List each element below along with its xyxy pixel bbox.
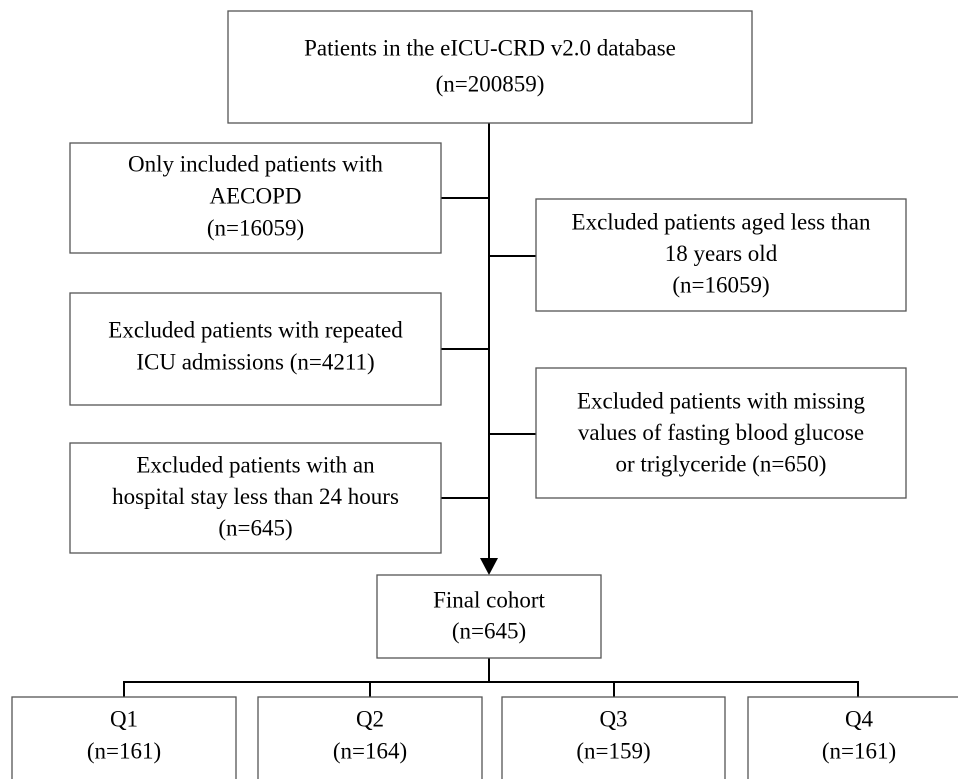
box-text: values of fasting blood glucose — [578, 420, 864, 445]
box-text: Excluded patients with repeated — [108, 317, 403, 342]
flow-box — [69, 442, 442, 554]
box-text: Q2 — [356, 706, 384, 731]
flow-box — [257, 696, 483, 779]
box-text: Q3 — [599, 706, 627, 731]
box-text: (n=161) — [87, 738, 161, 763]
box-text: (n=164) — [333, 738, 407, 763]
flow-box — [747, 696, 958, 779]
flow-box — [376, 574, 602, 659]
flow-box — [535, 198, 907, 312]
flow-box — [69, 142, 442, 254]
box-text: Excluded patients with an — [136, 452, 375, 477]
box-text: AECOPD — [209, 183, 301, 208]
box-text: ICU admissions (n=4211) — [136, 349, 374, 374]
box-text: Only included patients with — [128, 151, 383, 176]
box-text: Excluded patients with missing — [577, 388, 866, 413]
box-text: (n=161) — [822, 738, 896, 763]
box-text: (n=159) — [576, 738, 650, 763]
box-text: Patients in the eICU-CRD v2.0 database — [304, 35, 676, 60]
box-text: hospital stay less than 24 hours — [112, 484, 399, 509]
box-text: (n=16059) — [207, 215, 304, 240]
box-text: (n=16059) — [672, 272, 769, 297]
box-text: Q1 — [110, 706, 138, 731]
box-text: or triglyceride (n=650) — [616, 451, 827, 476]
flow-box — [227, 10, 753, 124]
box-text: Excluded patients aged less than — [572, 209, 871, 234]
flow-box — [11, 696, 237, 779]
flow-box — [69, 292, 442, 406]
flow-box — [535, 367, 907, 499]
box-text: (n=645) — [218, 515, 292, 540]
arrow-head — [480, 558, 498, 575]
flow-box — [501, 696, 726, 779]
box-text: (n=645) — [452, 618, 526, 643]
box-text: 18 years old — [665, 241, 778, 266]
box-text: (n=200859) — [436, 71, 545, 96]
box-text: Final cohort — [433, 587, 545, 612]
box-text: Q4 — [845, 706, 874, 731]
